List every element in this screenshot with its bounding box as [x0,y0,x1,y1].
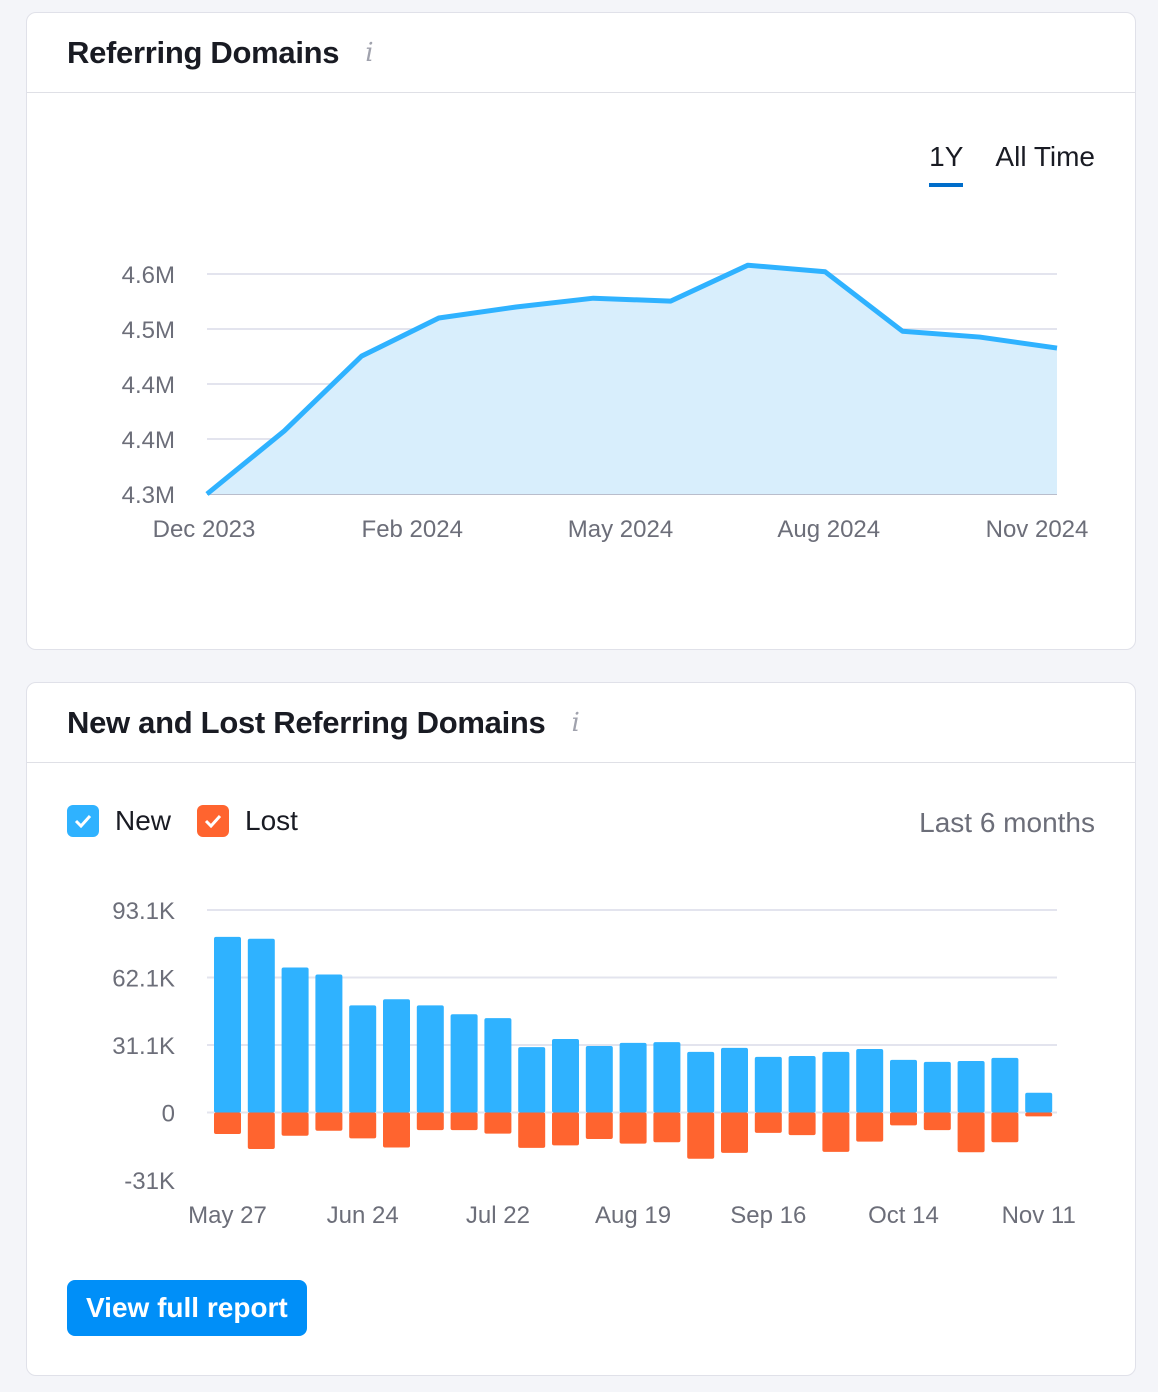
bar-new [315,974,343,1113]
bar-new [788,1055,816,1113]
bar-new [991,1057,1019,1113]
bar-lost [957,1112,985,1153]
y-tick-label: 4.5M [122,317,175,344]
bar-lost [1025,1112,1053,1117]
card-title: New and Lost Referring Domains [67,704,546,740]
x-tick-label: Jul 22 [466,1202,530,1229]
bar-new [957,1060,985,1113]
area-fill [207,265,1057,494]
y-tick-label: 0 [162,1101,175,1128]
tab-all-time[interactable]: All Time [995,141,1095,172]
bar-lost [653,1112,681,1143]
bar-lost [383,1112,410,1148]
legend-lost[interactable]: Lost [197,805,298,837]
referring-domains-card: Referring Domains i 1Y All Time 4.6M 4.5M… [26,12,1136,650]
bar-new [856,1049,884,1113]
tab-1y[interactable]: 1Y [929,141,964,187]
bar-new [214,936,241,1113]
bar-lost [754,1112,782,1133]
bar-lost [687,1112,715,1159]
bar-new [653,1042,681,1113]
bar-new [687,1051,715,1113]
bar-new [822,1051,850,1113]
new-lost-chart: 93.1K 62.1K 31.1K 0 -31K May 27 Jun 24 Jul 22 Au… [112,898,1076,1229]
bar-lost [349,1112,377,1139]
bar-new [450,1014,478,1113]
bar-new [754,1056,782,1113]
bar-new [281,967,309,1113]
y-tick-label: 31.1K [112,1033,175,1060]
card-header: Referring Domains i [27,13,1135,93]
x-tick-label: Aug 19 [595,1202,671,1229]
bar-lost [822,1112,850,1152]
x-tick-label: Aug 2024 [777,516,880,543]
bar-new [552,1039,579,1113]
bar-new [890,1059,917,1113]
info-icon[interactable]: i [365,37,374,68]
bar-lost [721,1112,748,1153]
bar-new [349,1005,377,1113]
bar-lost [518,1112,546,1148]
bar-new [1025,1092,1053,1113]
bar-new [247,938,275,1113]
bar-lost [619,1112,647,1144]
bar-new [518,1047,546,1113]
bar-new [416,1005,444,1113]
legend-new[interactable]: New [67,805,171,837]
card-title: Referring Domains [67,34,340,70]
y-tick-label: -31K [124,1168,175,1195]
bar-new [721,1047,748,1113]
x-tick-label: Jun 24 [327,1202,399,1229]
bar-new [383,999,410,1113]
bar-new [923,1061,951,1113]
y-tick-label: 4.6M [122,262,175,289]
new-lost-domains-card: New and Lost Referring Domains i New Los… [26,682,1136,1376]
x-tick-label: May 2024 [568,516,673,543]
x-tick-label: May 27 [188,1202,267,1229]
bar-lost [247,1112,275,1150]
bar-lost [923,1112,951,1131]
bar-new [484,1018,512,1113]
bar-lost [991,1112,1019,1143]
bar-lost [416,1112,444,1131]
bar-lost [585,1112,613,1140]
legend-label: New [115,805,172,836]
bar-lost [450,1112,478,1131]
y-tick-label: 93.1K [112,898,175,925]
bar-lost [315,1112,343,1131]
x-tick-label: Dec 2023 [153,516,256,543]
y-tick-label: 4.4M [122,427,175,454]
view-full-report-button[interactable]: View full report [67,1280,307,1336]
y-tick-label: 62.1K [112,966,175,993]
bar-lost [890,1112,917,1126]
legend-label: Lost [245,805,298,836]
period-tabs: 1Y All Time [929,141,1095,187]
bar-lost [484,1112,512,1134]
info-icon[interactable]: i [571,707,580,738]
bar-lost [214,1112,241,1135]
x-tick-label: Oct 14 [868,1202,939,1229]
bar-new [619,1042,647,1113]
x-tick-label: Sep 16 [730,1202,806,1229]
legend: New Lost [67,805,324,837]
y-tick-label: 4.4M [122,372,175,399]
bar-lost [281,1112,309,1136]
x-tick-label: Nov 11 [1002,1202,1076,1229]
period-label: Last 6 months [919,807,1095,838]
x-tick-label: Nov 2024 [986,516,1089,543]
checkbox-check-icon[interactable] [197,805,230,837]
y-tick-label: 4.3M [122,482,175,509]
bar-lost [552,1112,579,1146]
card-header: New and Lost Referring Domains i [27,683,1135,763]
x-tick-label: Feb 2024 [362,516,463,543]
bar-lost [856,1112,884,1142]
bar-lost [788,1112,816,1136]
series-line [205,262,1058,496]
bar-new [585,1045,613,1113]
referring-domains-chart: 4.6M 4.5M 4.4M 4.4M 4.3M Dec 2023 Feb 2024 May … [122,262,1089,543]
checkbox-check-icon[interactable] [67,805,99,837]
